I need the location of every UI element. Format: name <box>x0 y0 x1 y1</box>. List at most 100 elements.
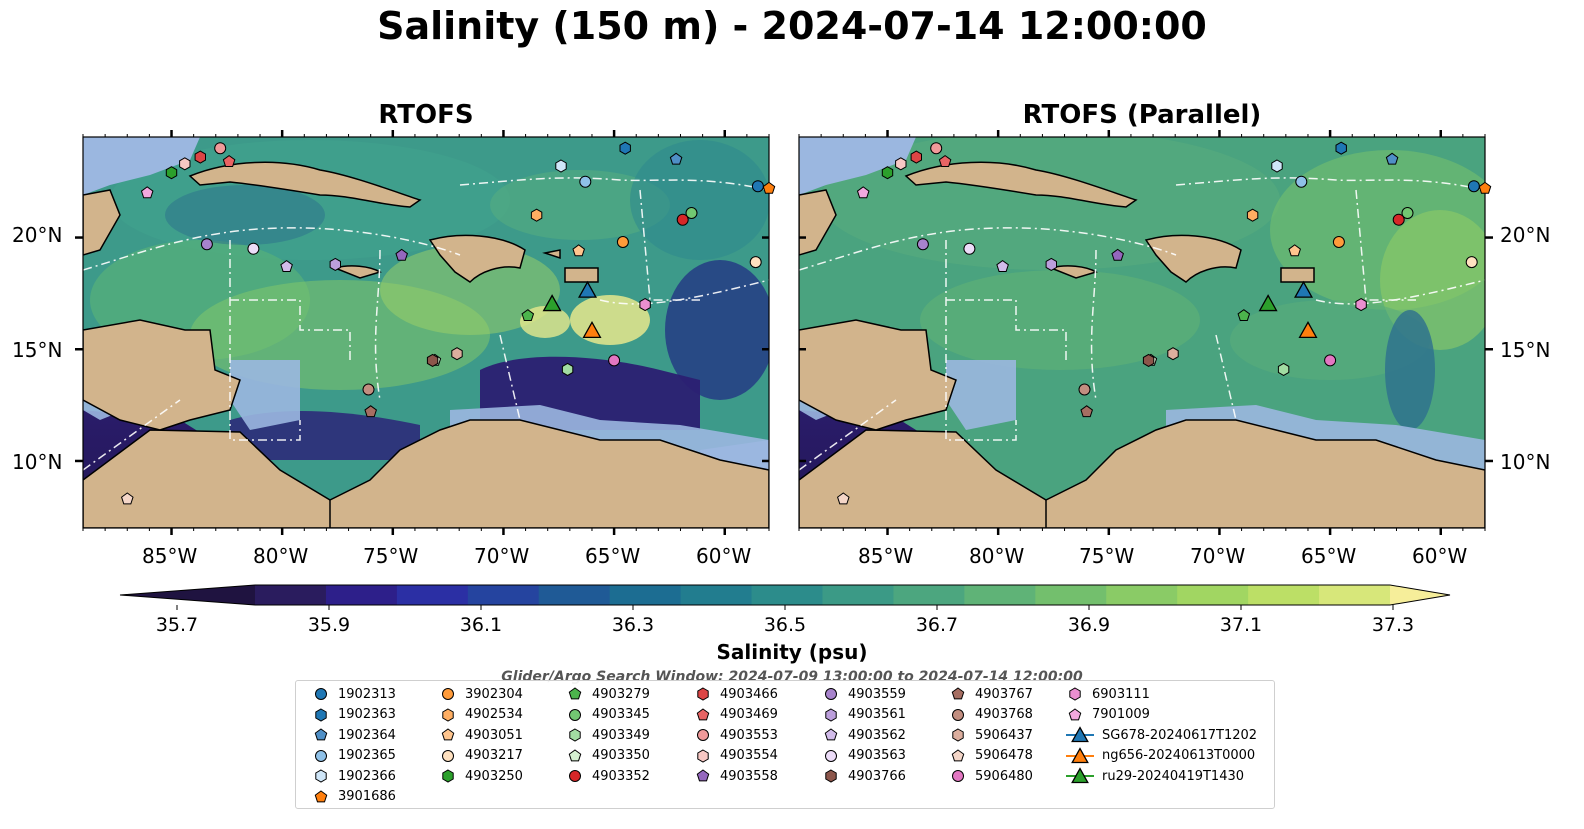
legend-item: 4903051 <box>439 725 523 745</box>
legend-item: 6903111 <box>1066 684 1150 704</box>
legend-item: 4902534 <box>439 705 523 725</box>
glider-marker-ru29-20240419T1430 <box>1258 294 1278 312</box>
float-marker-7901009 <box>140 186 154 199</box>
float-marker-5906437 <box>451 347 463 361</box>
legend-label: 4903562 <box>848 727 906 743</box>
map-figure <box>75 130 1493 535</box>
eez-boundaries <box>799 177 1485 471</box>
legend-marker-icon <box>697 729 709 741</box>
glider-marker-SG678-20240617T1202 <box>1293 280 1314 298</box>
colorbar <box>119 584 1451 610</box>
legend-item: 4903217 <box>439 746 523 766</box>
colorbar-tick: 36.1 <box>459 614 503 636</box>
legend-item: 4903561 <box>822 705 906 725</box>
legend-marker-icon <box>952 728 964 742</box>
legend-marker-icon <box>1066 726 1094 743</box>
legend-label: 4903466 <box>720 686 778 702</box>
float-marker-4903352 <box>676 213 689 226</box>
legend-label: 4902534 <box>465 707 523 722</box>
map-frame-rtofs-parallel <box>798 136 1486 529</box>
legend-marker-icon <box>441 728 455 741</box>
legend-label: 4903553 <box>720 727 778 743</box>
colorbar-tick: 35.9 <box>307 614 351 636</box>
legend-label: 4903051 <box>465 727 523 743</box>
float-marker-4903559 <box>916 238 929 251</box>
colorbar-segment <box>1177 585 1249 605</box>
legend-item: 4903349 <box>566 725 650 745</box>
legend-label: 4903352 <box>592 768 650 784</box>
colorbar-tick: 37.1 <box>1219 614 1263 636</box>
float-marker-4903250 <box>165 166 178 180</box>
float-marker-3902304 <box>616 236 629 248</box>
legend-marker-icon <box>825 769 837 783</box>
colorbar-segment <box>1035 585 1107 605</box>
lon-label-70w: 70°W <box>474 544 530 568</box>
legend-label: ng656-20240613T0000 <box>1102 748 1256 763</box>
float-marker-4903768 <box>362 383 375 396</box>
legend-label: 4903279 <box>592 686 650 702</box>
float-marker-1902364 <box>669 152 683 165</box>
legend-label: 5906480 <box>975 768 1033 784</box>
legend-item: 4903469 <box>694 705 778 725</box>
glider-marker-ng656-20240613T0000 <box>582 320 602 338</box>
float-marker-4903217 <box>1465 256 1478 269</box>
float-marker-4903051 <box>1288 244 1301 257</box>
colorbar-segment <box>609 585 682 605</box>
legend-item: ng656-20240613T0000 <box>1066 746 1255 766</box>
legend-label: 4903217 <box>465 748 523 763</box>
legend-marker-icon <box>314 789 328 802</box>
colorbar-segment <box>751 585 823 605</box>
land <box>799 161 1485 528</box>
legend-label: 5906437 <box>975 727 1033 743</box>
float-marker-4903466 <box>194 150 207 164</box>
legend-marker-icon <box>315 769 327 783</box>
legend-item: 1902313 <box>312 684 396 704</box>
legend-label: 3901686 <box>338 789 396 804</box>
legend-marker-icon <box>568 748 582 761</box>
float-marker-4903051 <box>572 244 585 257</box>
legend-label: 4903767 <box>975 686 1033 702</box>
lon-label-80w: 80°W <box>253 544 309 568</box>
colorbar-segment <box>680 585 753 605</box>
legend-item: 4903250 <box>439 766 523 786</box>
legend-item: 4903766 <box>822 766 906 786</box>
glider-marker-ru29-20240419T1430 <box>542 294 562 312</box>
legend-marker-icon <box>952 770 964 782</box>
float-marker-4903279 <box>521 309 535 322</box>
colorbar-extend-low <box>120 585 255 605</box>
float-marker-4903554 <box>895 157 907 171</box>
glider-marker-ng656-20240613T0000 <box>1298 320 1318 338</box>
legend-marker-icon <box>824 728 838 741</box>
legend-label: 4903554 <box>720 748 778 763</box>
legend-marker-icon <box>697 687 709 701</box>
float-marker-4903554 <box>179 157 191 171</box>
legend-marker-icon <box>1066 767 1094 784</box>
colorbar-segment <box>893 585 965 605</box>
legend-marker-icon <box>442 769 454 783</box>
legend-marker-icon <box>952 708 964 721</box>
legend-marker-icon <box>442 707 454 722</box>
float-marker-5906480 <box>1324 354 1337 367</box>
legend-marker-icon <box>315 749 327 762</box>
legend-label: 5906478 <box>975 748 1033 763</box>
float-marker-3902304 <box>1332 236 1345 248</box>
float-marker-4903349 <box>561 362 574 376</box>
legend-label: 4903768 <box>975 707 1033 722</box>
legend-label: 4903558 <box>720 768 778 784</box>
float-marker-4903345 <box>685 207 698 219</box>
legend-label: 4903469 <box>720 707 778 722</box>
colorbar-label: Salinity (psu) <box>716 640 868 664</box>
legend-item: 5906437 <box>949 725 1033 745</box>
legend-item: 5906480 <box>949 766 1033 786</box>
float-marker-5906478 <box>121 492 134 505</box>
float-marker-1902363 <box>1335 141 1347 155</box>
legend-marker-icon <box>569 708 581 721</box>
float-marker-4903563 <box>963 242 976 255</box>
legend-marker-icon <box>442 749 454 762</box>
legend-label: 4903345 <box>592 707 650 722</box>
legend-marker-icon <box>951 748 965 761</box>
lat-label-right-10n: 10°N <box>1500 450 1551 474</box>
colorbar-extend-high <box>1390 585 1450 605</box>
legend-label: 1902363 <box>338 707 396 722</box>
colorbar-segment <box>467 585 540 605</box>
